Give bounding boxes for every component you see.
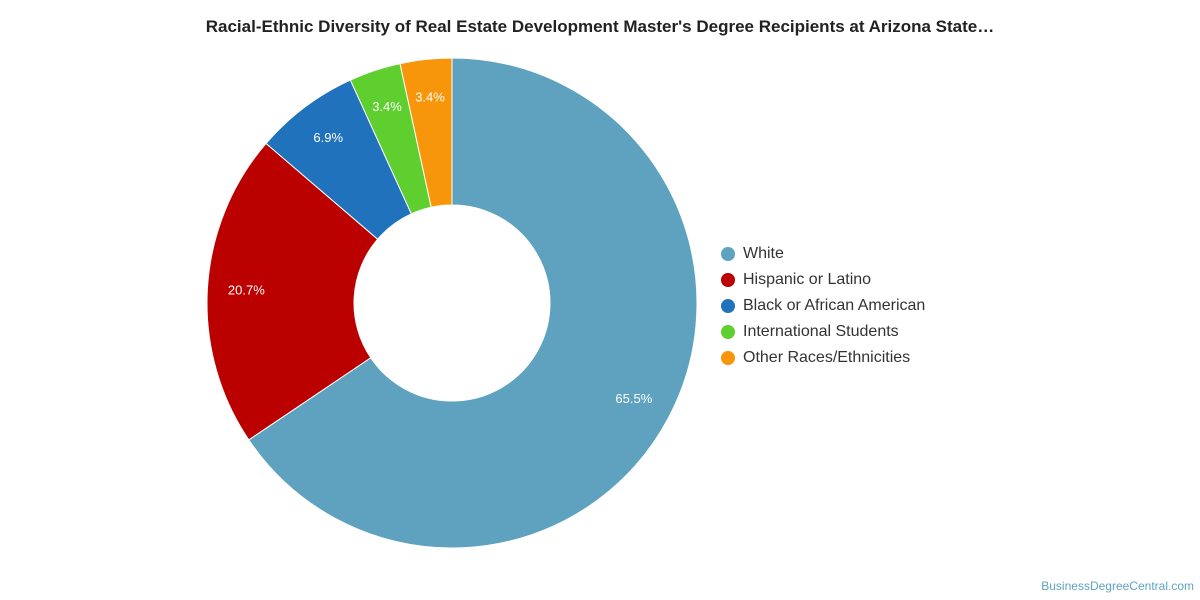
legend-item-3[interactable]: International Students: [721, 319, 925, 345]
pie-slice-4[interactable]: [399, 57, 453, 208]
legend-item-1[interactable]: Hispanic or Latino: [721, 267, 925, 293]
legend-label-2: Black or African American: [743, 297, 926, 314]
legend-label-3: International Students: [743, 323, 899, 340]
legend-label-1: Hispanic or Latino: [743, 271, 872, 288]
chart-legend: White Hispanic or Latino Black or African …: [721, 241, 925, 371]
source-credit[interactable]: BusinessDegreeCentral.com: [1041, 579, 1194, 593]
legend-label-0: White: [743, 245, 784, 262]
slice-data-label-0: 65.5%: [615, 391, 652, 406]
legend-label-4: Other Races/Ethnicities: [743, 349, 911, 366]
legend-item-0[interactable]: White: [721, 241, 925, 267]
chart-title: Racial-Ethnic Diversity of Real Estate D…: [205, 17, 995, 36]
pie-slice-0[interactable]: [248, 57, 698, 549]
slice-data-label-1: 20.7%: [228, 282, 265, 297]
legend-swatch-4: [721, 351, 735, 365]
slice-data-label-2: 6.9%: [313, 130, 343, 145]
legend-item-2[interactable]: Black or African American: [721, 293, 925, 319]
legend-swatch-1: [721, 273, 735, 287]
pie-slice-1[interactable]: [206, 142, 379, 441]
legend-swatch-0: [721, 247, 735, 261]
legend-swatch-2: [721, 299, 735, 313]
slice-data-label-4: 3.4%: [415, 90, 445, 105]
legend-swatch-3: [721, 325, 735, 339]
slice-data-label-3: 3.4%: [372, 99, 402, 114]
legend-item-4[interactable]: Other Races/Ethnicities: [721, 345, 925, 371]
